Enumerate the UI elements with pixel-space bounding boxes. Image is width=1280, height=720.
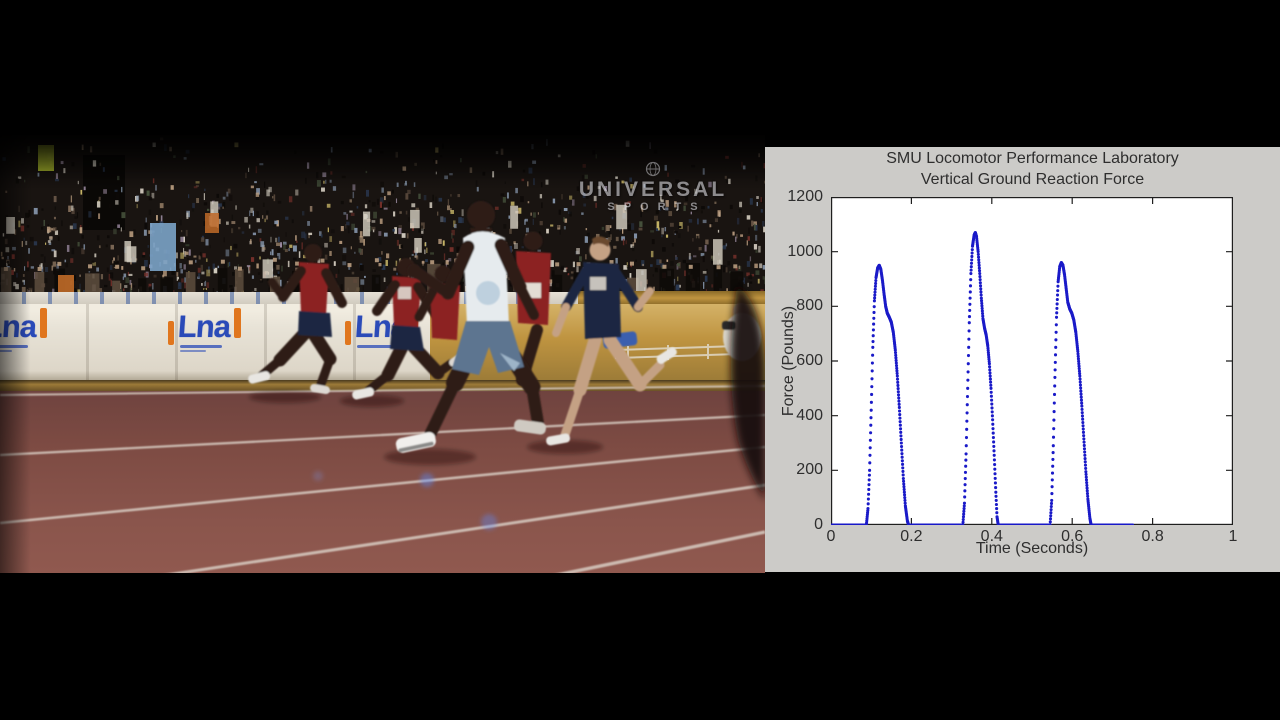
x-tick-label: 0 [826,528,836,545]
x-tick-label: 0.4 [980,528,1003,545]
y-tick-label: 800 [796,297,823,315]
runner-red-left [248,244,347,395]
y-tick-label: 1200 [787,188,823,205]
y-tick-label: 400 [796,406,823,424]
x-tick-label: 0.6 [1061,528,1084,545]
x-tick-label: 0.2 [900,528,923,545]
y-tick-label: 200 [796,461,823,479]
foreground-runner-blur [730,285,765,500]
watermark-line2: SPORTS [607,201,707,213]
lane-lines [0,385,765,573]
runner-shadows [249,391,603,465]
universal-sports-watermark: UNIVERSAL SPORTS [558,161,748,213]
y-tick-label: 0 [814,516,823,533]
race-video-frame: Lna Lna Lna [0,135,765,573]
universal-globe-icon [645,161,661,177]
runner-navy-right [546,236,677,446]
x-tick-label: 1 [1228,528,1238,545]
lens-flares [313,471,497,530]
x-axis-label: Time (Seconds) [975,540,1089,557]
chart-title-line1: SMU Locomotor Performance Laboratory [886,150,1179,167]
y-tick-label: 1000 [787,242,823,260]
chart-title-line2: Vertical Ground Reaction Force [920,171,1145,188]
y-tick-label: 600 [796,352,823,369]
watermark-line1: UNIVERSAL [578,178,728,201]
x-tick-label: 0.8 [1141,528,1164,545]
grf-plot-canvas [831,197,1233,525]
grf-chart-figure: SMU Locomotor Performance Laboratory Ver… [765,147,1280,572]
